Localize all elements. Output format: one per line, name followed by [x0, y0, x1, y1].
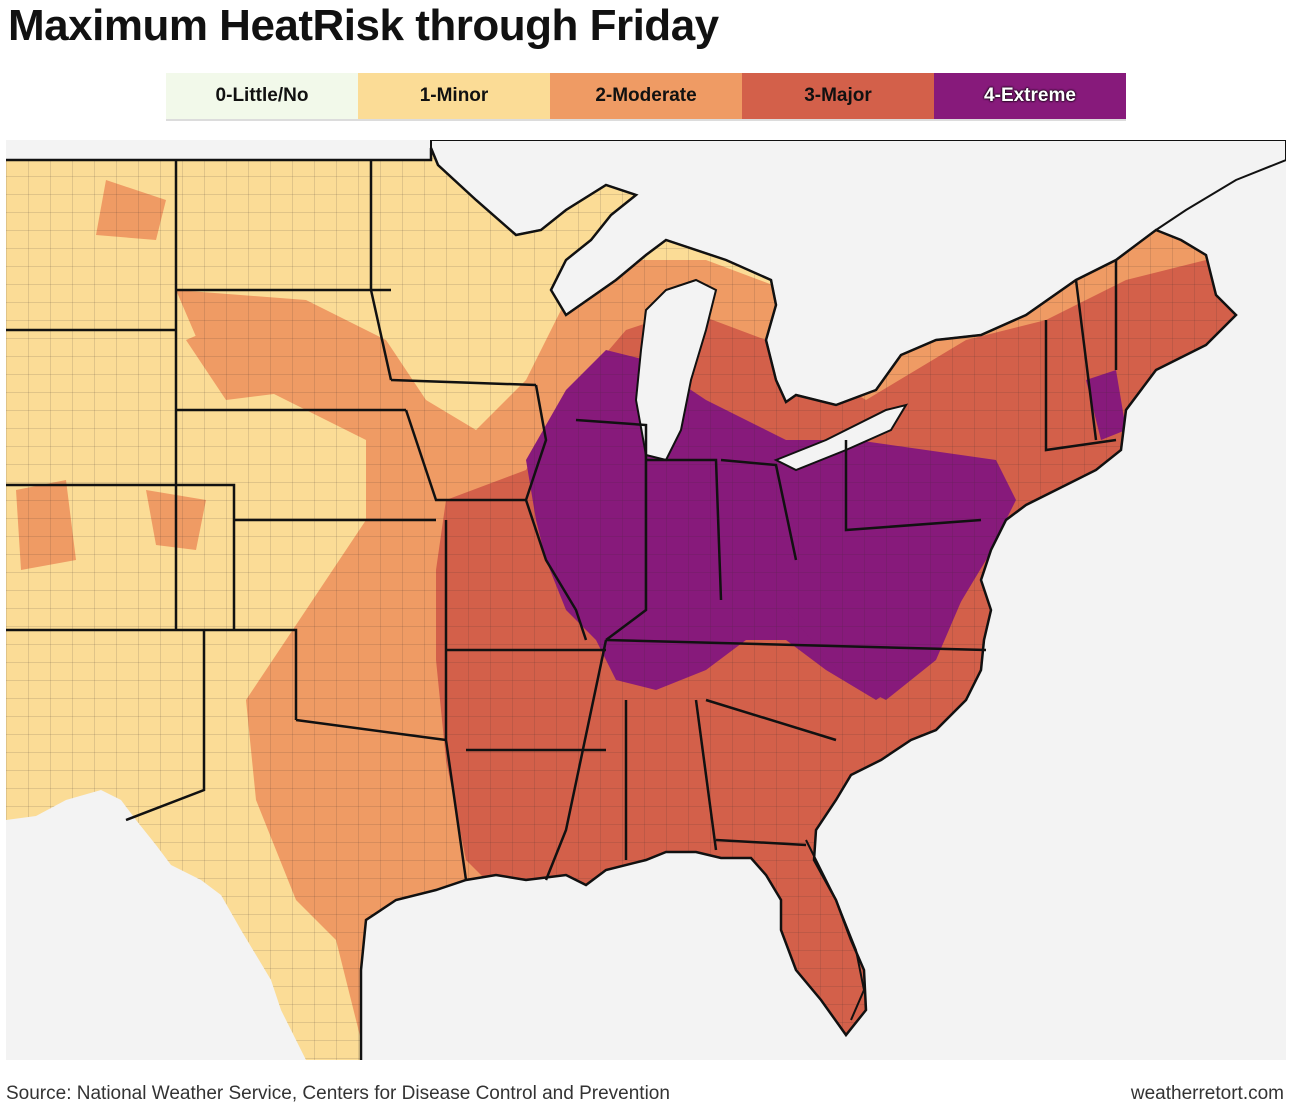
legend-item-moderate: 2-Moderate [550, 73, 742, 121]
legend-label: 0-Little/No [215, 85, 309, 106]
legend-label: 1-Minor [419, 85, 489, 106]
lake-michigan [634, 278, 718, 462]
heatrisk-map [6, 140, 1286, 1060]
source-note: Source: National Weather Service, Center… [6, 1083, 670, 1104]
legend-label: 2-Moderate [595, 85, 697, 106]
coastline [6, 147, 1238, 1060]
legend-item-minor: 1-Minor [358, 73, 550, 121]
legend-label: 3-Major [804, 85, 872, 106]
heatrisk-legend: 0-Little/No 1-Minor 2-Moderate 3-Major 4… [166, 73, 1126, 121]
legend-item-little: 0-Little/No [166, 73, 358, 121]
legend-item-extreme: 4-Extreme [934, 73, 1126, 121]
florida-coast [805, 839, 866, 1021]
legend-label: 4-Extreme [984, 85, 1076, 106]
state-borders [6, 160, 1118, 881]
map-title: Maximum HeatRisk through Friday [8, 1, 719, 50]
site-credit: weatherretort.com [1130, 1083, 1284, 1104]
us-map-svg [6, 140, 1286, 1060]
lake-erie [773, 403, 909, 472]
legend-item-major: 3-Major [742, 73, 934, 121]
